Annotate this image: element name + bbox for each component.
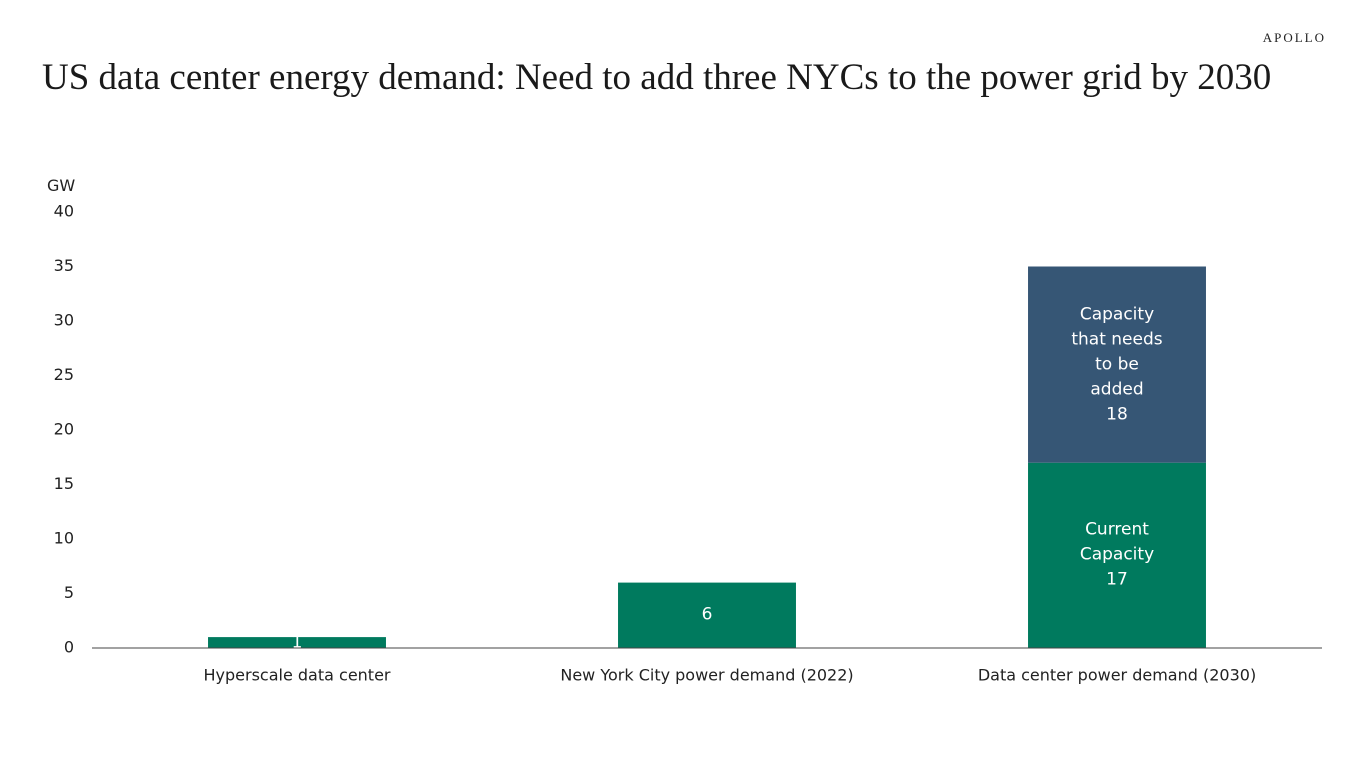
x-tick-label: Data center power demand (2030): [978, 666, 1256, 685]
y-tick-label: 20: [54, 420, 74, 439]
segment-label: 6: [623, 603, 791, 628]
x-tick-label: New York City power demand (2022): [560, 666, 853, 685]
chart-title: US data center energy demand: Need to ad…: [42, 57, 1272, 98]
segment-label: 1: [213, 630, 381, 655]
x-tick-label: Hyperscale data center: [204, 666, 391, 685]
segment-label: Capacity that needs to be added 18: [1033, 302, 1201, 427]
bar-segment: [1028, 266, 1206, 463]
y-tick-label: 0: [64, 638, 74, 657]
bar-segment: [618, 582, 796, 648]
bar-segment: [1028, 462, 1206, 648]
y-tick-label: 10: [54, 529, 74, 548]
y-tick-label: 35: [54, 256, 74, 275]
value-label: 17: [1106, 569, 1128, 590]
brand: APOLLO: [1262, 30, 1326, 45]
series-name: Capacity that needs to be added: [1071, 304, 1163, 400]
y-tick-label: 25: [54, 365, 74, 384]
value-label: 18: [1106, 404, 1128, 425]
y-tick-label: 15: [54, 474, 74, 493]
y-axis-unit: GW: [47, 176, 76, 195]
bar-segment: [208, 637, 386, 648]
series-name: Current Capacity: [1079, 519, 1155, 565]
y-tick-label: 5: [64, 583, 74, 602]
value-label: 6: [701, 604, 713, 625]
y-tick-label: 30: [54, 311, 74, 330]
value-label: 1: [291, 632, 303, 653]
segment-label: Current Capacity 17: [1033, 518, 1201, 593]
y-tick-label: 40: [54, 202, 74, 221]
